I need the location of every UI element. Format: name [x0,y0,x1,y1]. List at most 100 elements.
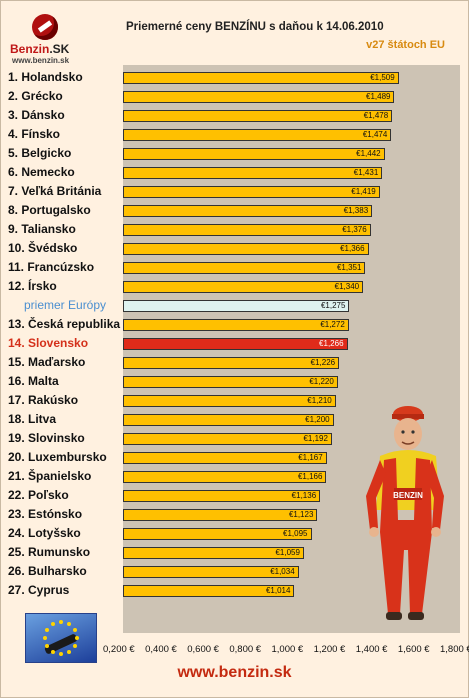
bar [123,281,364,293]
category-label: 12. Írsko [8,279,57,293]
bar [123,414,334,426]
bar [123,110,393,122]
bar [123,148,385,160]
bar [123,205,373,217]
chart-subtitle: v27 štátoch EU [366,39,445,51]
bar [123,452,327,464]
category-label: 7. Veľká Británia [8,184,102,198]
bar-value-label: €1,431 [353,168,379,177]
bar [123,357,340,369]
bar [123,167,383,179]
bar [123,395,336,407]
x-tick-label: 0,800 € [229,644,262,655]
bar-value-label: €1,478 [363,111,389,120]
bar-value-label: €1,366 [340,244,365,253]
bar-value-label: €1,167 [298,453,323,462]
bar [123,433,332,445]
star-icon [67,622,71,627]
bar [123,338,348,350]
bar [123,585,295,597]
bar [123,91,395,103]
bar [123,186,380,198]
x-tick-label: 1,200 € [313,644,346,655]
category-label: 2. Grécko [8,89,63,103]
x-tick-label: 0,600 € [187,644,219,655]
category-label: 24. Lotyšsko [8,526,81,540]
bar-value-label: €1,419 [351,187,376,196]
bar-value-label: €1,192 [303,434,328,443]
star-icon [45,644,50,648]
category-label: priemer Európy [24,298,107,312]
bar-value-label: €1,166 [297,472,323,481]
category-label: 26. Bulharsko [8,564,87,578]
bar-value-label: €1,489 [366,92,391,101]
bar [123,319,349,331]
bar [123,509,318,521]
star-icon [67,649,71,654]
category-label: 25. Rumunsko [8,545,91,559]
star-icon [72,644,77,648]
chart-title: Priemerné ceny BENZÍNU s daňou k 14.06.2… [126,21,384,33]
bar-value-label: €1,442 [356,149,381,158]
bar-value-label: €1,136 [291,491,317,500]
star-icon [59,652,63,656]
bar-value-label: €1,123 [288,510,314,519]
x-tick-label: 1,000 € [271,644,304,655]
bar-value-label: €1,034 [270,567,295,576]
category-label: 4. Fínsko [8,127,61,141]
bar [123,72,399,84]
x-tick-label: 1,600 € [397,644,430,655]
logo-url: www.benzin.sk [12,56,70,65]
bar [123,129,392,141]
bar-value-label: €1,210 [307,396,332,405]
bar [123,243,369,255]
bar [123,566,299,578]
bar-value-label: €1,226 [310,358,336,367]
category-label: 22. Poľsko [8,488,69,502]
x-tick-label: 1,400 € [355,644,388,655]
category-label: 10. Švédsko [8,241,78,255]
bar [123,300,350,312]
bar-value-label: €1,014 [265,586,291,595]
mascot-head [394,418,422,450]
category-label: 14. Slovensko [8,336,89,350]
bar-value-label: €1,220 [309,377,334,386]
x-tick-label: 0,200 € [103,644,135,655]
bar-value-label: €1,200 [305,415,330,424]
footer-url[interactable]: www.benzin.sk [177,664,292,681]
bar-value-label: €1,351 [336,263,362,272]
star-icon [59,620,63,624]
bar-value-label: €1,059 [275,548,300,557]
mascot-figure: BENZIN [366,406,444,620]
bar [123,490,321,502]
bar-value-label: €1,340 [334,282,360,291]
star-icon [45,628,50,632]
svg-text:BENZIN: BENZIN [393,491,423,500]
bar [123,471,327,483]
x-tick-label: 0,400 € [145,644,177,655]
category-label: 5. Belgicko [8,146,72,160]
fuel-nozzle-icon [32,14,58,40]
star-icon [75,636,79,640]
bar-value-label: €1,509 [370,73,395,82]
category-label: 11. Francúzsko [8,260,95,274]
bar [123,376,338,388]
star-icon [51,622,55,627]
star-icon [43,636,47,640]
x-axis: 0,200 € 0,400 € 0,600 € 0,800 € 1,000 € 1,200… [100,644,469,656]
category-label: 20. Luxembursko [8,450,107,464]
bar-value-label: €1,272 [320,320,345,329]
category-label: 23. Estónsko [8,507,83,521]
category-label: 3. Dánsko [8,108,65,122]
bar [123,547,304,559]
category-label: 18. Litva [8,412,57,426]
category-label: 13. Česká republika [8,317,121,331]
category-label: 9. Taliansko [8,222,76,236]
bar [123,528,312,540]
bar [123,262,366,274]
category-label: 21. Španielsko [8,469,92,483]
category-label: 16. Malta [8,374,59,388]
bar-value-label: €1,376 [342,225,367,234]
bar-value-label: €1,474 [362,130,388,139]
category-label: 19. Slovinsko [8,431,85,445]
